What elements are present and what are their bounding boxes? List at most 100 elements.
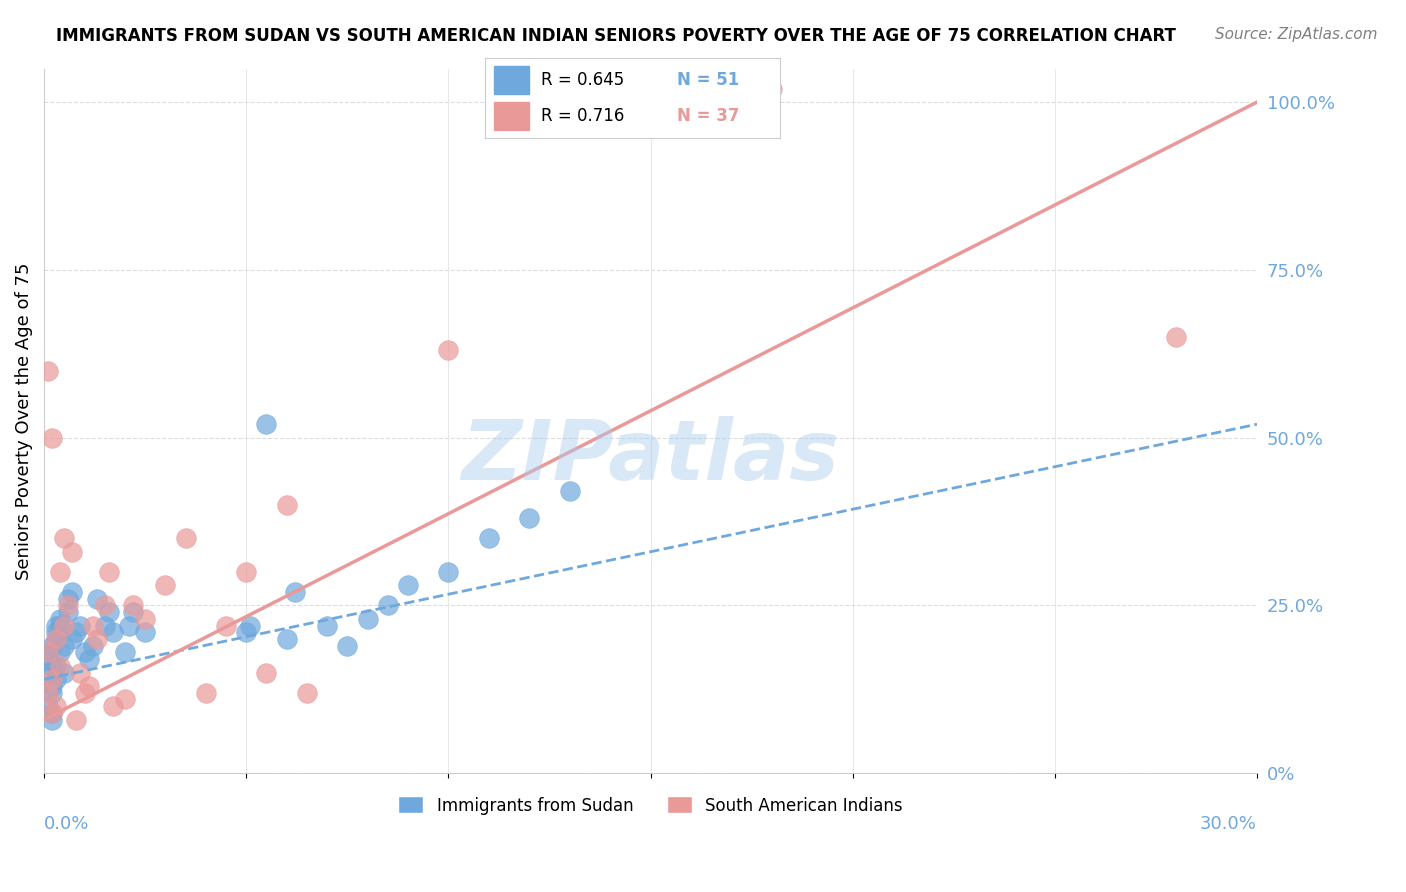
Text: R = 0.645: R = 0.645	[541, 70, 624, 88]
Point	[77, 652, 100, 666]
Point	[194, 686, 217, 700]
Point	[37, 652, 59, 666]
Point	[41, 672, 63, 686]
Point	[41, 713, 63, 727]
Point	[45, 632, 67, 646]
Point	[41, 658, 63, 673]
Point	[558, 484, 581, 499]
Point	[134, 612, 156, 626]
Point	[49, 658, 72, 673]
FancyBboxPatch shape	[494, 103, 529, 130]
Text: R = 0.716: R = 0.716	[541, 107, 624, 125]
Point	[97, 605, 120, 619]
Point	[49, 618, 72, 632]
Text: N = 37: N = 37	[678, 107, 740, 125]
Point	[53, 665, 76, 680]
Point	[114, 692, 136, 706]
Point	[69, 618, 91, 632]
Point	[437, 343, 460, 358]
Point	[45, 699, 67, 714]
Point	[53, 618, 76, 632]
Point	[396, 578, 419, 592]
Point	[73, 686, 96, 700]
Point	[49, 645, 72, 659]
Point	[58, 599, 80, 613]
Point	[37, 363, 59, 377]
Point	[49, 565, 72, 579]
Point	[276, 632, 298, 646]
Point	[45, 658, 67, 673]
Point	[478, 531, 501, 545]
Point	[122, 599, 145, 613]
Point	[235, 625, 257, 640]
Point	[41, 639, 63, 653]
Text: 30.0%: 30.0%	[1201, 815, 1257, 833]
Point	[377, 599, 399, 613]
Point	[215, 618, 238, 632]
Point	[517, 511, 540, 525]
Point	[94, 618, 117, 632]
Point	[97, 565, 120, 579]
Point	[45, 625, 67, 640]
Point	[41, 431, 63, 445]
Point	[86, 591, 108, 606]
Point	[58, 591, 80, 606]
Point	[37, 645, 59, 659]
Point	[77, 679, 100, 693]
Point	[65, 625, 87, 640]
Text: ZIPatlas: ZIPatlas	[461, 416, 839, 497]
Point	[86, 632, 108, 646]
Point	[118, 618, 141, 632]
Point	[41, 679, 63, 693]
Point	[49, 612, 72, 626]
Point	[37, 699, 59, 714]
Point	[256, 665, 278, 680]
Point	[101, 699, 124, 714]
FancyBboxPatch shape	[494, 66, 529, 95]
Point	[94, 599, 117, 613]
Point	[37, 665, 59, 680]
Point	[336, 639, 359, 653]
Point	[37, 686, 59, 700]
Point	[41, 706, 63, 720]
Point	[239, 618, 262, 632]
Point	[62, 632, 84, 646]
Text: IMMIGRANTS FROM SUDAN VS SOUTH AMERICAN INDIAN SENIORS POVERTY OVER THE AGE OF 7: IMMIGRANTS FROM SUDAN VS SOUTH AMERICAN …	[56, 27, 1175, 45]
Point	[235, 565, 257, 579]
Point	[155, 578, 177, 592]
Point	[65, 713, 87, 727]
Point	[114, 645, 136, 659]
Point	[73, 645, 96, 659]
Point	[82, 639, 104, 653]
Point	[134, 625, 156, 640]
Point	[276, 498, 298, 512]
Point	[37, 645, 59, 659]
Point	[437, 565, 460, 579]
Point	[122, 605, 145, 619]
Point	[45, 618, 67, 632]
Point	[45, 632, 67, 646]
Point	[101, 625, 124, 640]
Point	[53, 639, 76, 653]
Point	[62, 585, 84, 599]
Point	[41, 706, 63, 720]
Point	[53, 531, 76, 545]
Point	[761, 81, 783, 95]
Point	[356, 612, 378, 626]
Point	[45, 672, 67, 686]
Point	[41, 686, 63, 700]
Point	[256, 417, 278, 432]
Text: 0.0%: 0.0%	[44, 815, 90, 833]
Point	[1166, 330, 1188, 344]
Point	[69, 665, 91, 680]
Point	[62, 545, 84, 559]
Y-axis label: Seniors Poverty Over the Age of 75: Seniors Poverty Over the Age of 75	[15, 262, 32, 580]
Point	[295, 686, 318, 700]
Point	[174, 531, 197, 545]
Legend: Immigrants from Sudan, South American Indians: Immigrants from Sudan, South American In…	[392, 789, 910, 822]
Point	[316, 618, 339, 632]
Text: N = 51: N = 51	[678, 70, 740, 88]
Point	[82, 618, 104, 632]
Point	[284, 585, 307, 599]
Text: Source: ZipAtlas.com: Source: ZipAtlas.com	[1215, 27, 1378, 42]
